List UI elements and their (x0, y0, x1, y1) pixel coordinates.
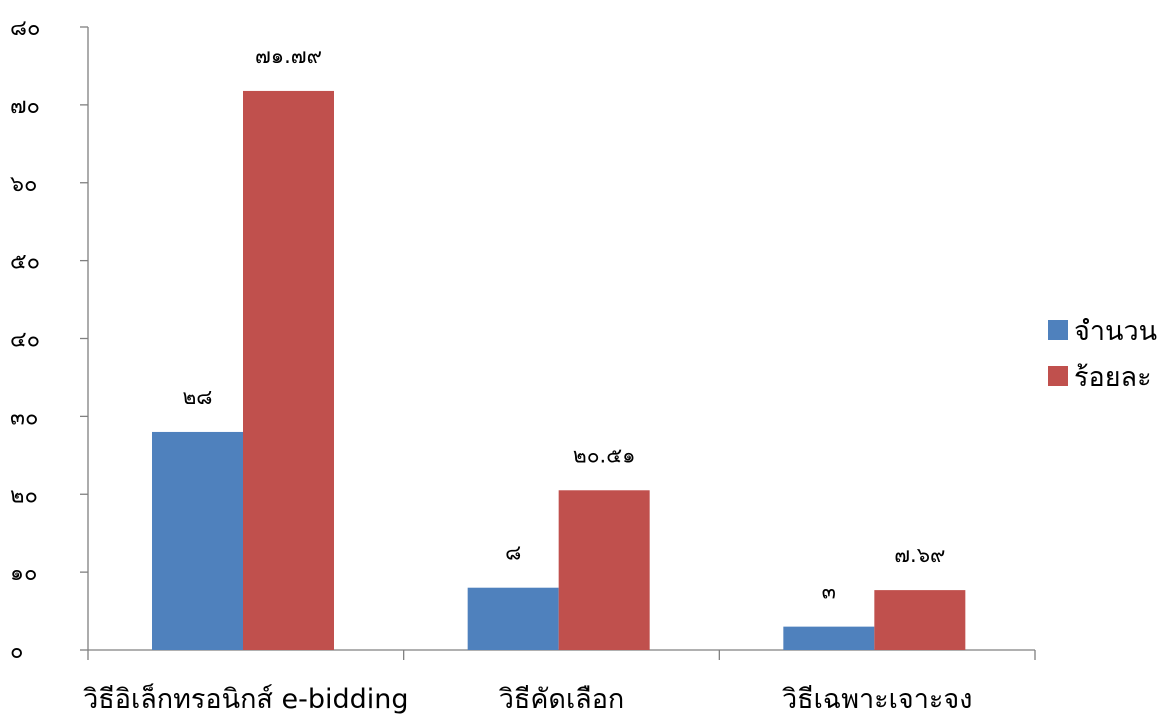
x-category-label: วิธีอิเล็กทรอนิกส์ e-bidding (83, 681, 408, 715)
data-label: ๒๐.๕๑ (573, 443, 636, 467)
bar-count (152, 431, 243, 650)
bars (152, 90, 966, 651)
legend-label: ร้อยละ (1074, 362, 1152, 393)
legend-swatch (1048, 366, 1068, 386)
legend-label: จำนวน (1074, 316, 1157, 347)
data-label: ๗๑.๗๙ (255, 44, 322, 68)
data-labels: ๒๘ ๗๑.๗๙๘ ๒๐.๕๑๓ ๗.๖๙ (182, 44, 945, 604)
data-label: ๗.๖๙ (894, 543, 945, 567)
data-label: ๒๘ (182, 385, 212, 409)
bar-percent (874, 590, 966, 650)
y-tick-label: ๗๐ (10, 94, 40, 119)
y-tick-label: ๖๐ (10, 172, 37, 197)
y-tick-label: ๔๐ (10, 328, 40, 353)
bar-count (467, 587, 559, 650)
bar-count (783, 626, 875, 650)
bar-percent (243, 90, 334, 651)
x-category-label: วิธีคัดเลือก (499, 684, 625, 715)
y-tick-label: ๓๐ (10, 405, 38, 430)
bar-percent (558, 490, 650, 650)
legend-swatch (1048, 320, 1068, 340)
y-tick-label: ๒๐ (10, 483, 38, 508)
data-label: ๓ (822, 580, 836, 604)
y-axis-ticks: ๐ ๑๐ ๒๐ ๓๐ ๔๐ ๕๐ ๖๐ ๗๐ ๘๐ (10, 16, 88, 664)
data-label: ๘ (505, 541, 521, 565)
y-tick-label: ๕๐ (10, 250, 40, 275)
y-tick-label: ๘๐ (10, 16, 40, 41)
y-tick-label: ๐ (10, 639, 23, 664)
y-tick-label: ๑๐ (10, 561, 37, 586)
x-category-label: วิธีเฉพาะเจาะจง (782, 684, 972, 715)
category-labels: วิธีอิเล็กทรอนิกส์ e-bidding วิธีคัดเลือก… (83, 681, 972, 715)
